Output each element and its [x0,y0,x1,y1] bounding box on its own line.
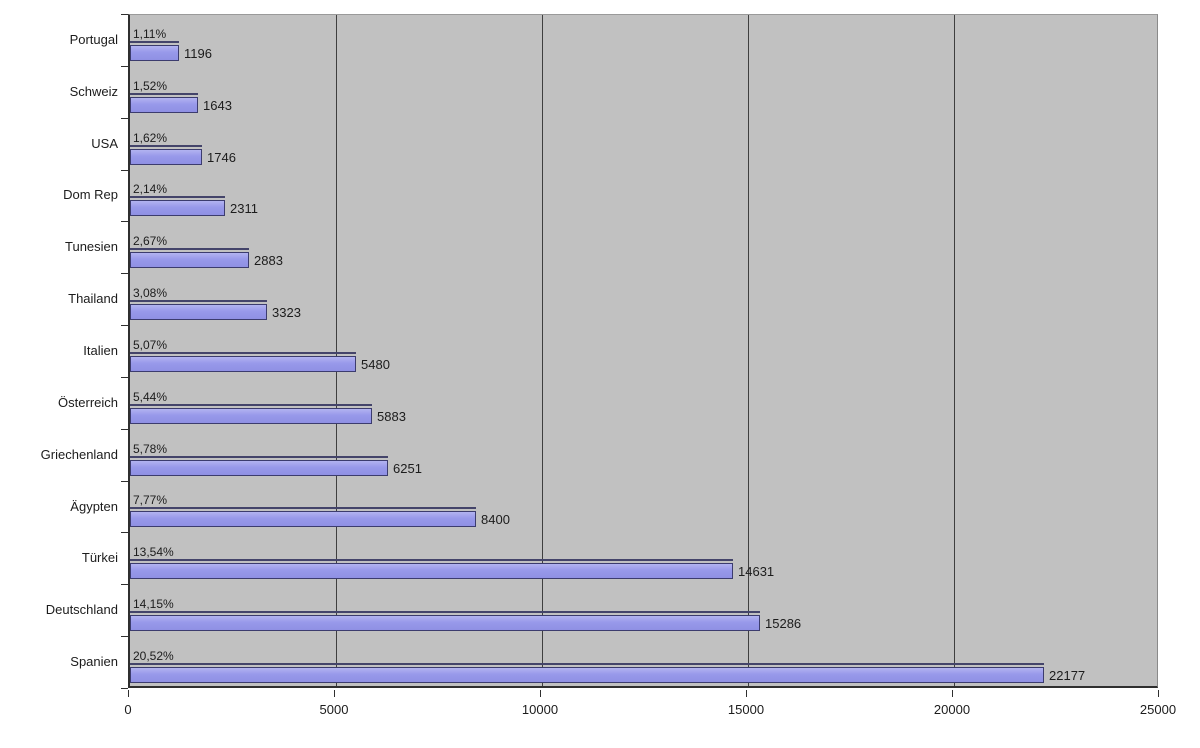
bar-percent-underline [130,248,249,250]
bar-percent-underline [130,663,1044,665]
gridline-5000 [336,15,337,686]
x-axis-label-15000: 15000 [727,702,765,717]
bar-percent-underline [130,352,356,354]
value-label: 8400 [481,512,510,527]
bar-Dom Rep [130,200,225,216]
bar-Ägypten [130,511,476,527]
y-axis-tick [121,377,128,378]
percent-label: 1,62% [133,131,168,145]
bar-Italien [130,356,356,372]
bar-Portugal [130,45,179,61]
gridline-15000 [748,15,749,686]
percent-label: 1,11% [133,27,167,41]
y-axis-tick [121,66,128,67]
value-label: 5883 [377,409,406,424]
bar-percent-underline [130,404,372,406]
y-axis-tick [121,273,128,274]
value-label: 3323 [272,305,301,320]
category-label-Portugal: Portugal [69,32,118,47]
bar-percent-underline [130,300,267,302]
bar-Türkei [130,563,733,579]
category-label-Thailand: Thailand [68,291,118,306]
category-label-Österreich: Österreich [58,395,118,410]
value-label: 6251 [393,461,422,476]
category-label-Dom Rep: Dom Rep [63,187,118,202]
bar-percent-underline [130,196,225,198]
bar-USA [130,149,202,165]
gridline-10000 [542,15,543,686]
bar-Griechenland [130,460,388,476]
bar-percent-underline [130,93,198,95]
y-axis-tick [121,170,128,171]
percent-label: 13,54% [133,545,174,559]
x-axis-tick [746,690,747,697]
x-axis-tick [1158,690,1159,697]
y-axis-tick [121,429,128,430]
x-axis-label-0: 0 [124,702,132,717]
bar-Schweiz [130,97,198,113]
y-axis-tick [121,636,128,637]
category-label-Tunesien: Tunesien [65,239,118,254]
value-label: 22177 [1049,668,1086,683]
category-label-Griechenland: Griechenland [40,447,118,462]
bar-percent-underline [130,41,179,43]
value-label: 1196 [184,46,212,61]
value-label: 14631 [738,564,775,579]
percent-label: 5,07% [133,338,168,352]
x-axis-tick [334,690,335,697]
percent-label: 1,52% [133,79,168,93]
value-label: 1746 [207,150,236,165]
percent-label: 2,14% [133,182,168,196]
x-axis-tick [540,690,541,697]
y-axis-tick [121,14,128,15]
y-axis-tick [121,532,128,533]
category-label-Spanien: Spanien [70,654,118,669]
percent-label: 5,44% [133,390,168,404]
y-axis-tick [121,688,128,689]
y-axis-tick [121,584,128,585]
bar-percent-underline [130,559,733,561]
x-axis-label-5000: 5000 [319,702,349,717]
y-axis-tick [121,118,128,119]
percent-label: 20,52% [133,649,174,663]
y-axis-tick [121,221,128,222]
x-axis-label-20000: 20000 [933,702,971,717]
percent-label: 7,77% [133,493,168,507]
y-axis-tick [121,481,128,482]
percent-label: 2,67% [133,234,168,248]
bar-Österreich [130,408,372,424]
x-axis-label-25000: 25000 [1139,702,1177,717]
value-label: 15286 [765,616,802,631]
bar-Spanien [130,667,1044,683]
category-label-Italien: Italien [83,343,118,358]
bar-percent-underline [130,145,202,147]
percent-label: 5,78% [133,442,168,456]
bar-percent-underline [130,611,760,613]
bar-percent-underline [130,507,476,509]
bar-Thailand [130,304,267,320]
bar-Tunesien [130,252,249,268]
x-axis-label-10000: 10000 [521,702,559,717]
category-label-Türkei: Türkei [81,550,118,565]
percent-label: 14,15% [133,597,174,611]
value-label: 5480 [361,357,390,372]
category-label-Ägypten: Ägypten [70,499,118,514]
value-label: 2311 [230,201,258,216]
value-label: 2883 [254,253,283,268]
x-axis-tick [952,690,953,697]
category-label-USA: USA [91,136,118,151]
value-label: 1643 [203,98,232,113]
category-label-Deutschland: Deutschland [45,602,118,617]
bar-Deutschland [130,615,760,631]
x-axis-tick [128,690,129,697]
percent-label: 3,08% [133,286,168,300]
gridline-20000 [954,15,955,686]
category-label-Schweiz: Schweiz [69,84,118,99]
plot-area: 1,11% 1196 1,52% 1643 1,62% 1746 2,14% 2311 2,67… [128,14,1158,688]
bar-percent-underline [130,456,388,458]
y-axis-tick [121,325,128,326]
